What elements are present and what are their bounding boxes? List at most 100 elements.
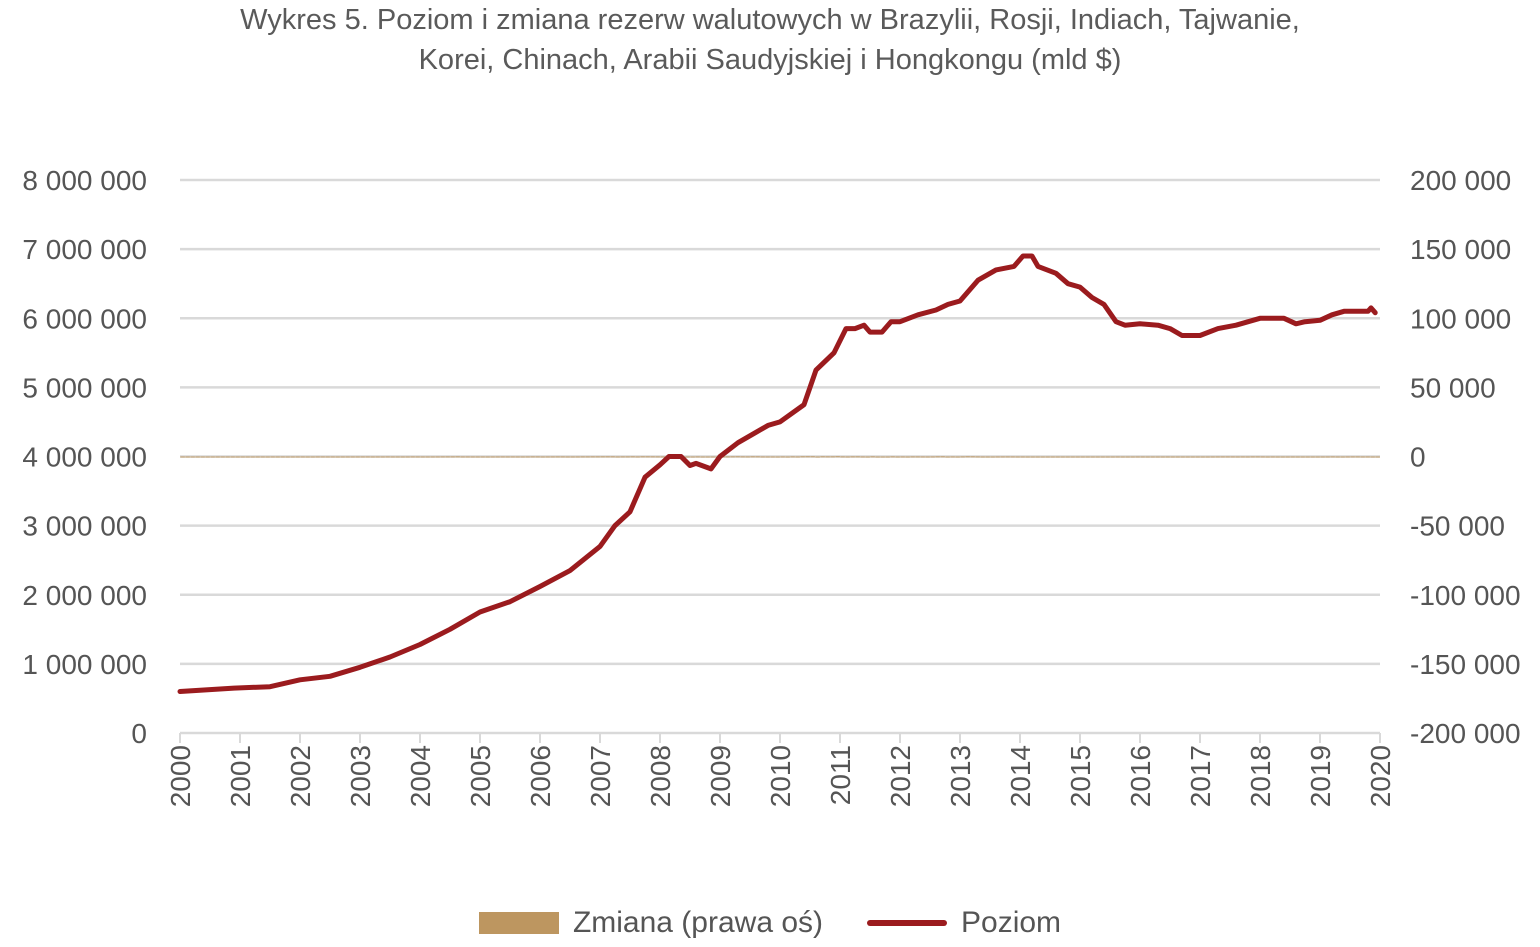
bar-zmiana xyxy=(685,456,690,458)
bar-zmiana xyxy=(805,456,810,458)
x-axis-tick-label: 2008 xyxy=(645,745,676,807)
bar-zmiana xyxy=(965,456,970,458)
bar-zmiana xyxy=(480,456,485,458)
bar-zmiana xyxy=(520,456,525,458)
bar-zmiana xyxy=(505,456,510,458)
legend-label-zmiana: Zmiana (prawa oś) xyxy=(572,906,824,939)
bar-zmiana xyxy=(1050,456,1055,458)
bar-zmiana xyxy=(535,456,540,458)
bar-zmiana xyxy=(325,456,330,458)
bar-zmiana xyxy=(755,456,760,458)
bar-zmiana xyxy=(760,456,765,458)
bar-zmiana xyxy=(285,456,290,458)
bar-zmiana xyxy=(270,456,275,458)
bar-zmiana xyxy=(430,456,435,458)
legend-item-poziom: Poziom xyxy=(867,906,1061,940)
bar-zmiana xyxy=(700,456,705,458)
x-axis-tick-label: 2006 xyxy=(525,745,556,807)
bar-zmiana xyxy=(1095,456,1100,458)
bar-zmiana xyxy=(340,456,345,458)
bar-zmiana xyxy=(995,456,1000,458)
bar-zmiana xyxy=(580,456,585,458)
bar-zmiana xyxy=(1015,456,1020,458)
bar-zmiana xyxy=(600,456,605,458)
right-axis-tick-label: 100 000 xyxy=(1410,303,1511,334)
right-axis-tick-label: 0 xyxy=(1410,442,1426,473)
bar-zmiana xyxy=(835,456,840,458)
bar-zmiana xyxy=(810,456,815,458)
bar-zmiana xyxy=(1280,456,1285,458)
bar-zmiana xyxy=(365,456,370,458)
bar-zmiana xyxy=(1350,456,1355,458)
bar-zmiana xyxy=(1250,456,1255,458)
chart-title: Wykres 5. Poziom i zmiana rezerw walutow… xyxy=(0,0,1540,80)
bar-zmiana xyxy=(830,456,835,458)
bar-zmiana xyxy=(310,456,315,458)
bar-zmiana xyxy=(1325,456,1330,458)
bar-zmiana xyxy=(1070,456,1075,458)
bar-zmiana xyxy=(1125,456,1130,458)
bar-zmiana xyxy=(1140,456,1145,458)
bar-zmiana xyxy=(750,456,755,458)
bar-zmiana xyxy=(510,456,515,458)
right-axis-tick-label: 50 000 xyxy=(1410,372,1496,403)
bar-zmiana xyxy=(250,456,255,458)
bar-zmiana xyxy=(970,456,975,458)
bar-zmiana xyxy=(1245,456,1250,458)
left-axis-tick-label: 7 000 000 xyxy=(22,234,147,265)
bar-zmiana xyxy=(1170,456,1175,458)
bar-zmiana xyxy=(230,456,235,458)
bar-zmiana xyxy=(775,456,780,458)
left-axis-tick-label: 6 000 000 xyxy=(22,303,147,334)
bar-zmiana xyxy=(515,456,520,458)
bar-zmiana xyxy=(1205,456,1210,458)
x-axis-tick-label: 2012 xyxy=(885,745,916,807)
bar-zmiana xyxy=(225,456,230,458)
bar-zmiana xyxy=(355,456,360,458)
bar-zmiana xyxy=(335,456,340,458)
bar-zmiana xyxy=(1240,456,1245,458)
bar-zmiana xyxy=(895,456,900,458)
bar-zmiana xyxy=(370,456,375,458)
bar-zmiana xyxy=(1075,456,1080,458)
right-axis-tick-label: -200 000 xyxy=(1410,718,1521,749)
bar-zmiana xyxy=(330,456,335,458)
bar-zmiana xyxy=(1090,456,1095,458)
bar-zmiana xyxy=(375,456,380,458)
bar-zmiana xyxy=(1220,456,1225,458)
bar-zmiana xyxy=(1175,456,1180,458)
left-axis-tick-label: 0 xyxy=(131,718,147,749)
bar-zmiana xyxy=(265,456,270,458)
bar-zmiana xyxy=(885,456,890,458)
bar-zmiana xyxy=(1210,456,1215,458)
bar-zmiana xyxy=(400,456,405,458)
bar-zmiana xyxy=(1255,456,1260,458)
bar-zmiana xyxy=(1360,456,1365,458)
x-axis-tick-label: 2013 xyxy=(945,745,976,807)
bar-zmiana xyxy=(640,456,645,458)
bar-zmiana xyxy=(930,456,935,458)
bar-zmiana xyxy=(210,456,215,458)
bar-zmiana xyxy=(290,456,295,458)
bar-zmiana xyxy=(530,456,535,458)
bar-zmiana xyxy=(795,456,800,458)
x-axis-tick-label: 2016 xyxy=(1125,745,1156,807)
bar-zmiana xyxy=(590,456,595,458)
bar-zmiana xyxy=(1345,456,1350,458)
bar-zmiana xyxy=(890,456,895,458)
bar-zmiana xyxy=(425,456,430,458)
bar-zmiana xyxy=(1270,456,1275,458)
x-axis-tick-label: 2005 xyxy=(465,745,496,807)
bar-zmiana xyxy=(440,456,445,458)
bar-zmiana xyxy=(875,456,880,458)
bar-zmiana xyxy=(695,456,700,458)
bar-zmiana xyxy=(500,456,505,458)
bar-zmiana xyxy=(1185,456,1190,458)
bar-zmiana xyxy=(1260,456,1265,458)
bar-zmiana xyxy=(1010,456,1015,458)
bar-zmiana xyxy=(910,456,915,458)
bar-zmiana xyxy=(1040,456,1045,458)
bar-zmiana xyxy=(465,456,470,458)
left-axis-tick-label: 4 000 000 xyxy=(22,442,147,473)
bar-zmiana xyxy=(625,456,630,458)
